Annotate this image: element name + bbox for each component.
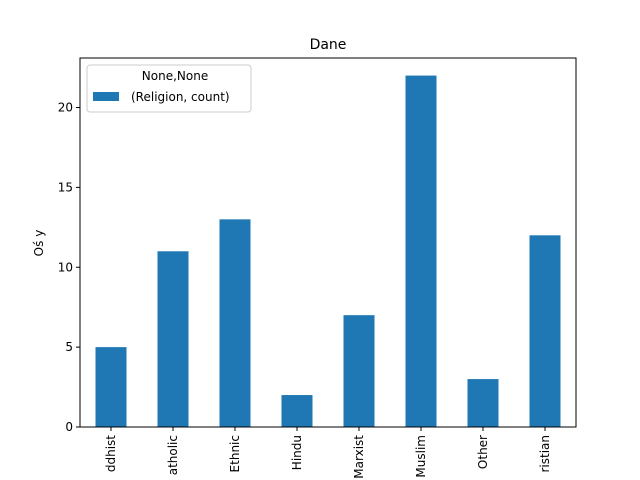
bars-group: [95, 75, 561, 427]
chart-title: Dane: [310, 37, 347, 53]
bar-buddhist: [95, 347, 127, 427]
bar-catholic: [157, 251, 189, 427]
bar-protestant-christian: [529, 235, 561, 427]
bar-hindu: [281, 395, 313, 427]
plot-frame: [79, 57, 577, 428]
y-axis-label: Oś y: [32, 230, 46, 257]
legend-swatch: [93, 92, 119, 101]
y-ticks-group: 0 5 10 15 20: [58, 101, 80, 434]
legend-title: None,None: [142, 69, 208, 83]
x-tick-label: Marxist: [352, 435, 366, 479]
x-tick-label: atholic: [166, 435, 180, 475]
legend-box: [86, 64, 252, 113]
bar-marxist: [343, 315, 375, 427]
x-ticks-group: ddhist atholic Ethnic Hindu Marxist Muslim Oth…: [104, 427, 552, 479]
y-tick-label: 10: [58, 260, 73, 274]
x-tick-label: Hindu: [290, 435, 304, 470]
y-tick-label: 0: [65, 420, 73, 434]
bar-ethnic: [219, 219, 251, 427]
bar-other: [467, 379, 499, 427]
legend-label: (Religion, count): [131, 90, 230, 104]
y-tick-label: 20: [58, 101, 73, 115]
y-tick-label: 5: [65, 340, 73, 354]
x-tick-label: Muslim: [414, 435, 428, 478]
x-tick-label: ristian: [538, 435, 552, 473]
y-tick-label: 15: [58, 180, 73, 194]
bar-muslim: [405, 75, 437, 427]
x-tick-label: Other: [476, 435, 490, 469]
legend: None,None (Religion, count): [86, 64, 252, 113]
x-tick-label: ddhist: [104, 435, 118, 472]
x-tick-label: Ethnic: [228, 435, 242, 472]
